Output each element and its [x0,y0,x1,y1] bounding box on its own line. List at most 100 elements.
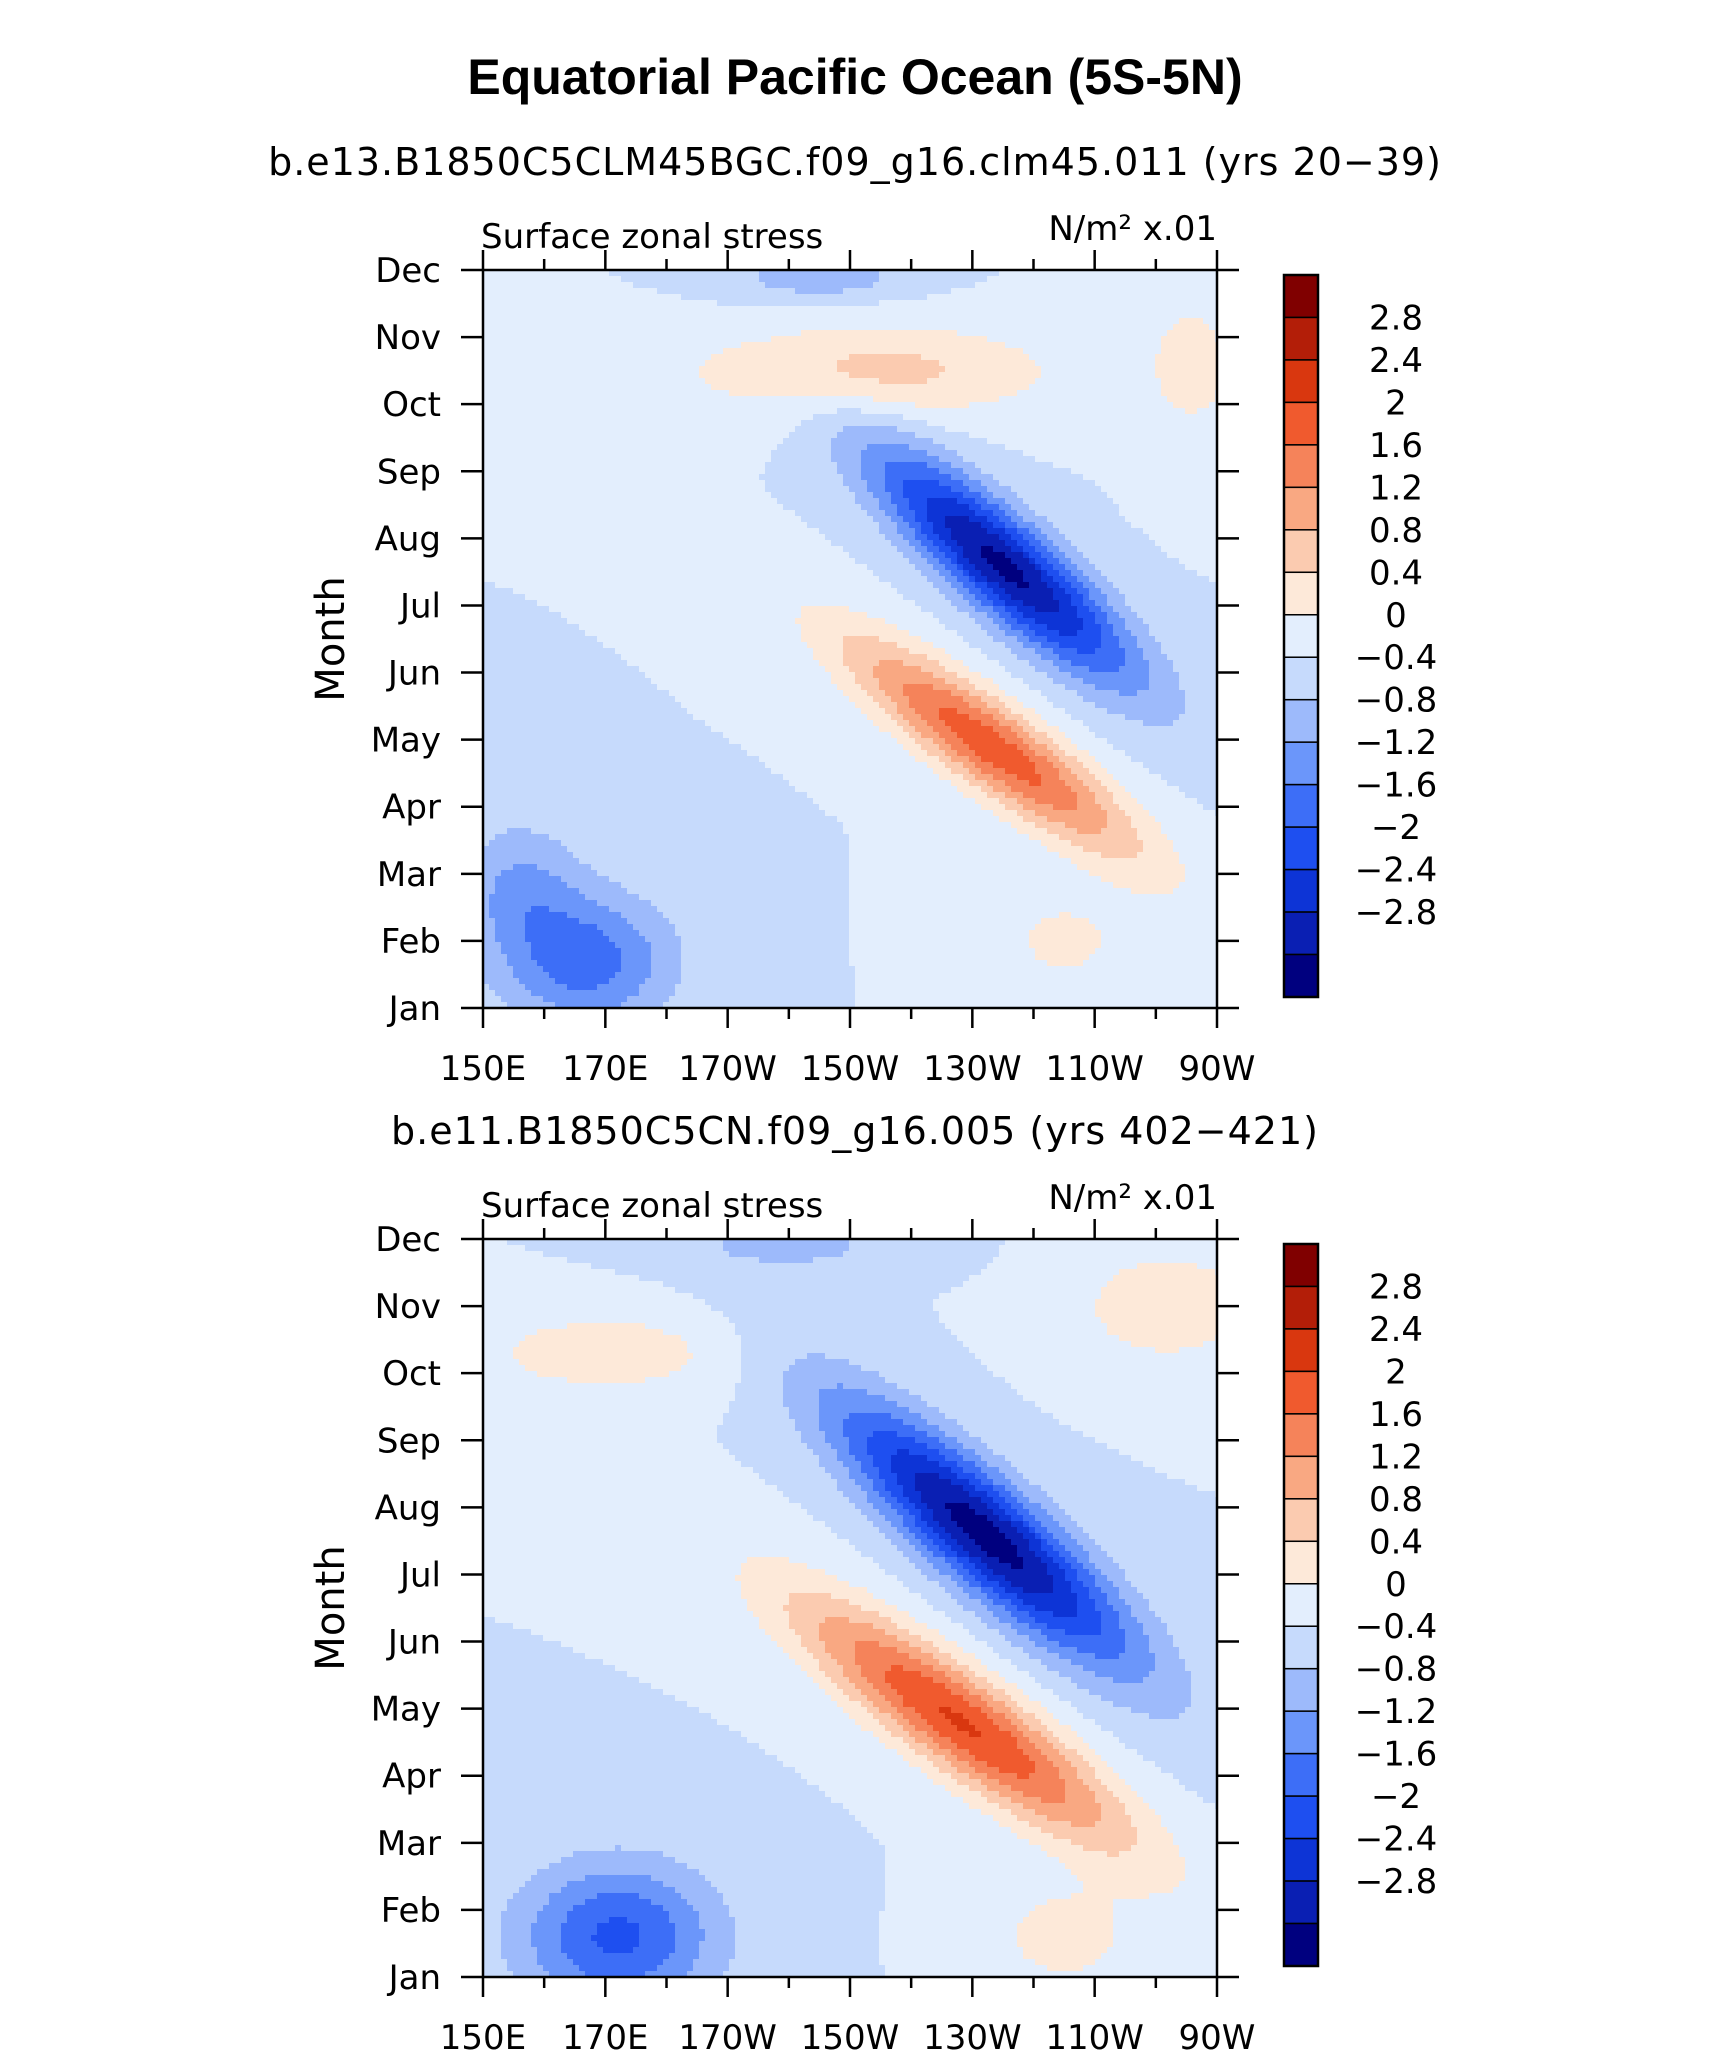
contour-cell [669,324,676,331]
contour-cell [681,288,688,295]
contour-cell [813,282,820,289]
contour-cell [867,300,874,307]
contour-cell [1197,288,1204,295]
contour-cell [1167,300,1174,307]
contour-cell [627,330,634,337]
contour-cell [891,324,898,331]
contour-cell [1089,330,1096,337]
contour-cell [681,306,688,313]
contour-cell [561,306,568,313]
contour-cell [951,282,958,289]
contour-cell [951,306,958,313]
contour-cell [1119,324,1126,331]
contour-cell [501,312,508,319]
contour-cell [717,306,724,313]
contour-cell [633,294,640,301]
contour-cell [729,282,736,289]
contour-cell [957,324,964,331]
contour-cell [1041,282,1048,289]
contour-cell [993,288,1000,295]
contour-cell [531,312,538,319]
contour-cell [1137,276,1144,283]
contour-cell [783,306,790,313]
contour-cell [771,288,778,295]
contour-cell [519,288,526,295]
contour-cell [1047,312,1054,319]
contour-cell [1107,288,1114,295]
contour-cell [735,276,742,283]
contour-cell [1101,276,1108,283]
contour-cell [705,300,712,307]
contour-cell [909,312,916,319]
contour-cell [897,324,904,331]
contour-cell [969,300,976,307]
contour-cell [657,324,664,331]
contour-cell [1041,300,1048,307]
contour-cell [579,324,586,331]
contour-cell [669,312,676,319]
contour-cell [513,306,520,313]
contour-cell [1071,306,1078,313]
contour-cell [825,306,832,313]
contour-cell [1149,318,1156,325]
contour-cell [675,276,682,283]
contour-cell [957,300,964,307]
contour-cell [855,282,862,289]
contour-cell [1137,324,1144,331]
contour-cell [909,324,916,331]
contour-cell [711,288,718,295]
contour-cell [543,312,550,319]
contour-cell [627,288,634,295]
contour-cell [591,276,598,283]
contour-cell [1011,312,1018,319]
contour-cell [873,300,880,307]
contour-cell [1095,306,1102,313]
contour-cell [633,324,640,331]
contour-cell [999,324,1006,331]
contour-cell [1071,276,1078,283]
contour-cell [903,276,910,283]
contour-cell [663,306,670,313]
contour-cell [1095,294,1102,301]
contour-cell [591,318,598,325]
contour-cell [627,294,634,301]
contour-cell [627,282,634,289]
contour-figure: JanFebMarAprMayJunJulAugSepOctNovDec150E… [0,0,1710,2062]
contour-cell [573,318,580,325]
contour-cell [747,330,754,337]
contour-cell [513,276,520,283]
contour-cell [795,282,802,289]
contour-cell [687,288,694,295]
contour-cell [933,330,940,337]
contour-cell [603,318,610,325]
contour-cell [765,294,772,301]
contour-cell [687,294,694,301]
contour-cell [1071,300,1078,307]
contour-cell [771,282,778,289]
contour-cell [705,294,712,301]
contour-cell [729,288,736,295]
contour-cell [873,306,880,313]
contour-cell [1077,330,1084,337]
contour-cell [645,318,652,325]
contour-cell [711,300,718,307]
contour-cell [705,306,712,313]
contour-cell [1107,324,1114,331]
contour-cell [1053,324,1060,331]
contour-cell [549,306,556,313]
contour-cell [1011,330,1018,337]
contour-cell [1011,300,1018,307]
contour-cell [741,324,748,331]
contour-cell [891,294,898,301]
contour-cell [585,306,592,313]
contour-cell [1095,318,1102,325]
contour-cell [1077,282,1084,289]
contour-cell [837,330,844,337]
contour-cell [639,300,646,307]
contour-cell [579,294,586,301]
contour-cell [1209,282,1216,289]
contour-cell [657,330,664,337]
contour-cell [513,330,520,337]
contour-cell [1143,300,1150,307]
contour-cell [723,282,730,289]
